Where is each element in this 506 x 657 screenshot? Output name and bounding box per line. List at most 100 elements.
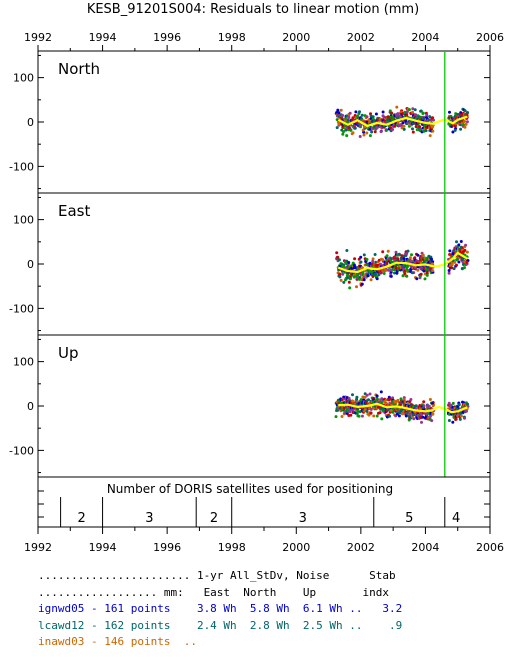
residual-point <box>463 266 466 270</box>
residual-point <box>464 409 468 413</box>
residual-point <box>425 113 429 117</box>
residual-point <box>406 264 410 268</box>
residual-point <box>386 118 390 122</box>
residual-point <box>356 407 360 411</box>
residual-point <box>402 124 406 128</box>
residual-point <box>413 108 417 112</box>
residual-point <box>386 249 390 253</box>
residual-point <box>342 130 345 134</box>
residual-point <box>404 414 408 418</box>
residual-point <box>351 408 355 412</box>
residual-point <box>380 397 384 401</box>
residual-point <box>365 393 369 397</box>
residual-point <box>382 115 386 119</box>
residual-point <box>393 124 397 128</box>
residual-point <box>411 122 415 125</box>
residual-point <box>366 274 370 278</box>
residual-point <box>411 413 415 417</box>
residual-point <box>465 260 469 264</box>
panel-north: North 100 0 -100 <box>9 50 491 194</box>
residual-point <box>390 111 394 115</box>
residual-point <box>416 268 420 272</box>
top-x-tick-label: 1992 <box>24 31 52 44</box>
residual-point <box>353 257 357 261</box>
residual-point <box>463 125 467 129</box>
residual-point <box>368 134 372 138</box>
residual-point <box>391 396 395 400</box>
residual-point <box>419 109 423 113</box>
residual-point <box>378 411 382 415</box>
residual-point <box>355 285 358 289</box>
residual-point <box>338 272 342 276</box>
residual-point <box>451 420 455 424</box>
residual-point <box>396 257 400 261</box>
residual-point <box>388 414 392 418</box>
residual-point <box>422 116 426 120</box>
satellite-count: 2 <box>77 511 85 526</box>
residual-point <box>399 397 403 401</box>
top-x-tick-label: 2006 <box>476 31 504 44</box>
residual-point <box>405 110 409 113</box>
residual-point <box>410 271 414 275</box>
residual-point <box>351 393 354 397</box>
residual-point <box>379 262 382 266</box>
residual-point <box>341 113 344 117</box>
stats-row-inawd03: inawd03 - 146 points .. <box>38 635 197 648</box>
smoothed-residual-line <box>337 251 468 274</box>
residual-point <box>466 111 469 115</box>
residual-point <box>463 109 467 113</box>
residual-point <box>401 121 405 125</box>
bottom-x-tick-label: 2000 <box>282 541 310 554</box>
residual-point <box>421 415 425 419</box>
residual-point <box>459 127 463 131</box>
residual-point <box>363 395 367 399</box>
residual-point <box>337 111 341 115</box>
residual-point <box>365 258 369 261</box>
residual-point <box>389 274 393 278</box>
residual-point <box>365 409 369 413</box>
residual-point <box>344 128 348 132</box>
residual-point <box>414 404 418 408</box>
residual-point <box>462 123 466 127</box>
residual-point <box>375 275 379 279</box>
bottom-x-tick-label: 2002 <box>347 541 375 554</box>
residual-point <box>371 257 375 261</box>
residual-point <box>463 416 466 420</box>
residual-point <box>421 111 425 115</box>
bottom-x-tick-label: 1998 <box>218 541 246 554</box>
residual-point <box>365 115 369 119</box>
y-tick-label: 100 <box>13 214 34 227</box>
residual-point <box>422 404 426 408</box>
residual-point <box>447 122 451 126</box>
panel-up: Up 100 0 -100 <box>9 334 491 478</box>
residual-point <box>369 278 373 282</box>
residual-point <box>430 257 433 261</box>
residual-point <box>384 269 388 272</box>
residual-point <box>382 272 386 275</box>
residual-point <box>335 126 339 130</box>
residual-point <box>359 398 363 402</box>
stats-row-ignwd05: ignwd05 - 161 points 3.8 Wh 5.8 Wh 6.1 W… <box>38 602 403 615</box>
stats-header-line-2: .................. mm: East North Up ind… <box>38 585 389 599</box>
top-x-tick-label: 1994 <box>89 31 117 44</box>
residual-point <box>430 419 434 423</box>
residual-point <box>347 280 351 284</box>
residual-point <box>423 277 427 281</box>
residual-point <box>408 412 412 416</box>
top-x-tick-label: 2000 <box>282 31 310 44</box>
residual-point <box>345 249 349 252</box>
bottom-x-tick-label: 2004 <box>411 541 439 554</box>
residual-point <box>457 243 461 247</box>
residual-point <box>351 131 355 135</box>
residual-point <box>424 129 428 133</box>
residual-point <box>395 412 399 416</box>
residual-point <box>459 414 463 418</box>
residual-point <box>348 111 352 115</box>
residual-point <box>365 131 369 135</box>
residual-point <box>459 240 463 243</box>
residual-point <box>464 243 468 247</box>
residual-point <box>389 268 393 272</box>
residual-point <box>451 130 455 134</box>
residual-point <box>375 277 379 281</box>
satellite-count: 3 <box>299 511 307 526</box>
